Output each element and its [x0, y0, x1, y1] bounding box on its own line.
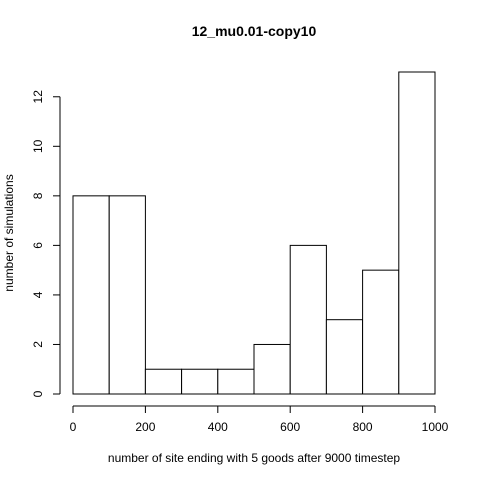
chart-title: 12_mu0.01-copy10 [192, 23, 317, 39]
histogram-bar-3 [181, 368, 219, 395]
bars-group [72, 71, 436, 395]
x-tick-label: 200 [135, 420, 155, 434]
y-tick-label: 4 [31, 291, 45, 298]
x-tick-label: 0 [70, 420, 77, 434]
histogram-bar-0 [72, 195, 110, 395]
x-tick-label: 400 [208, 420, 228, 434]
x-tick-label: 600 [280, 420, 300, 434]
histogram-bar-9 [398, 71, 436, 395]
histogram-bar-6 [289, 244, 327, 395]
y-axis-label: number of simulations [2, 174, 16, 291]
y-tick-label: 12 [31, 90, 45, 104]
x-axis: 0 200 400 600 800 1000 [70, 405, 449, 434]
x-tick-label: 1000 [422, 420, 449, 434]
y-tick-label: 6 [31, 242, 45, 249]
histogram-bar-5 [253, 343, 291, 395]
histogram-bar-4 [217, 368, 255, 395]
histogram-bar-2 [144, 368, 183, 395]
y-tick-label: 10 [31, 139, 45, 153]
histogram-bar-1 [108, 195, 146, 395]
y-axis: 0 2 4 6 8 10 12 [31, 90, 61, 397]
histogram-bar-7 [325, 319, 364, 395]
y-tick-label: 0 [31, 390, 45, 397]
x-axis-label: number of site ending with 5 goods after… [108, 451, 401, 465]
histogram-bar-8 [362, 269, 400, 395]
y-tick-label: 8 [31, 192, 45, 199]
x-tick-label: 800 [353, 420, 373, 434]
y-tick-label: 2 [31, 341, 45, 348]
